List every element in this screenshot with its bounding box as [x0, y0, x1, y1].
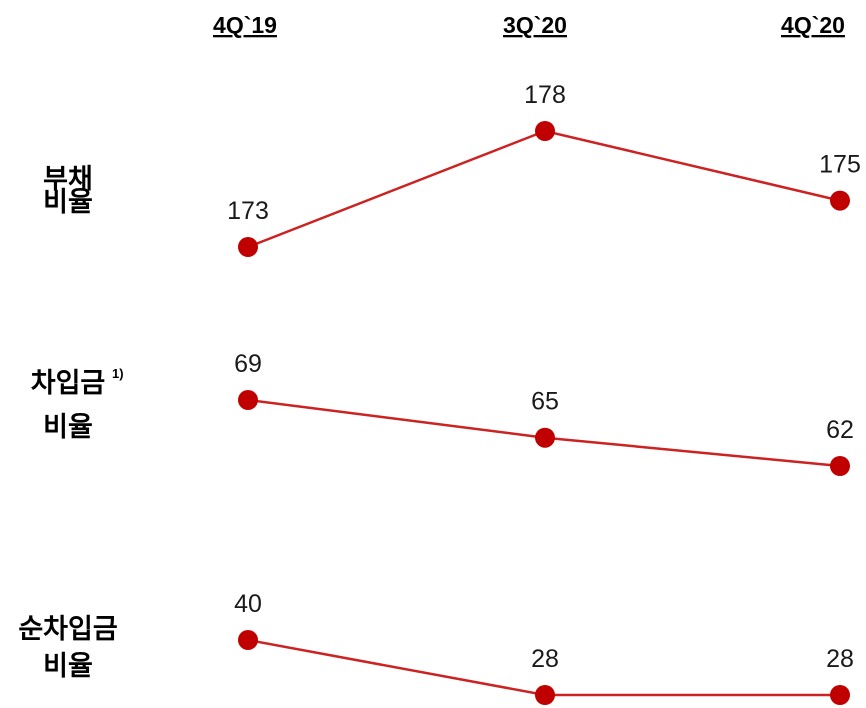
- column-header: 4Q`20: [781, 12, 845, 38]
- column-header: 3Q`20: [503, 12, 567, 38]
- column-headers: 4Q`19 3Q`20 4Q`20: [213, 12, 845, 38]
- data-label: 65: [531, 388, 559, 416]
- data-label: 178: [524, 81, 566, 109]
- data-point: [830, 685, 850, 705]
- data-point: [535, 121, 555, 141]
- data-point: [238, 630, 258, 650]
- data-label: 175: [819, 151, 861, 179]
- data-label: 28: [826, 645, 854, 673]
- data-point: [830, 456, 850, 476]
- row-label: 부채 비율: [43, 164, 93, 218]
- data-label: 173: [227, 197, 269, 225]
- data-point: [830, 190, 850, 211]
- row-label: 차입금 비율: [31, 368, 106, 443]
- data-point: [238, 390, 258, 410]
- ratio-rows: 부채 비율 173 178 175 차입금 비율 1) 69 65 62 순차입금 비율 40 28 28: [18, 81, 861, 705]
- ratio-row: 순차입금 비율 40 28 28: [18, 590, 854, 705]
- data-label: 62: [826, 416, 854, 444]
- column-header: 4Q`19: [213, 12, 277, 38]
- data-label: 40: [234, 590, 262, 618]
- data-point: [535, 427, 555, 448]
- data-label: 28: [531, 645, 559, 673]
- row-label-footnote: 1): [112, 366, 124, 381]
- ratio-row: 차입금 비율 1) 69 65 62: [31, 350, 854, 476]
- data-point: [238, 237, 258, 257]
- data-label: 69: [234, 350, 262, 378]
- row-label: 순차입금 비율: [18, 614, 117, 682]
- ratio-row: 부채 비율 173 178 175: [43, 81, 861, 257]
- series-line: [247, 129, 841, 249]
- data-point: [535, 685, 555, 705]
